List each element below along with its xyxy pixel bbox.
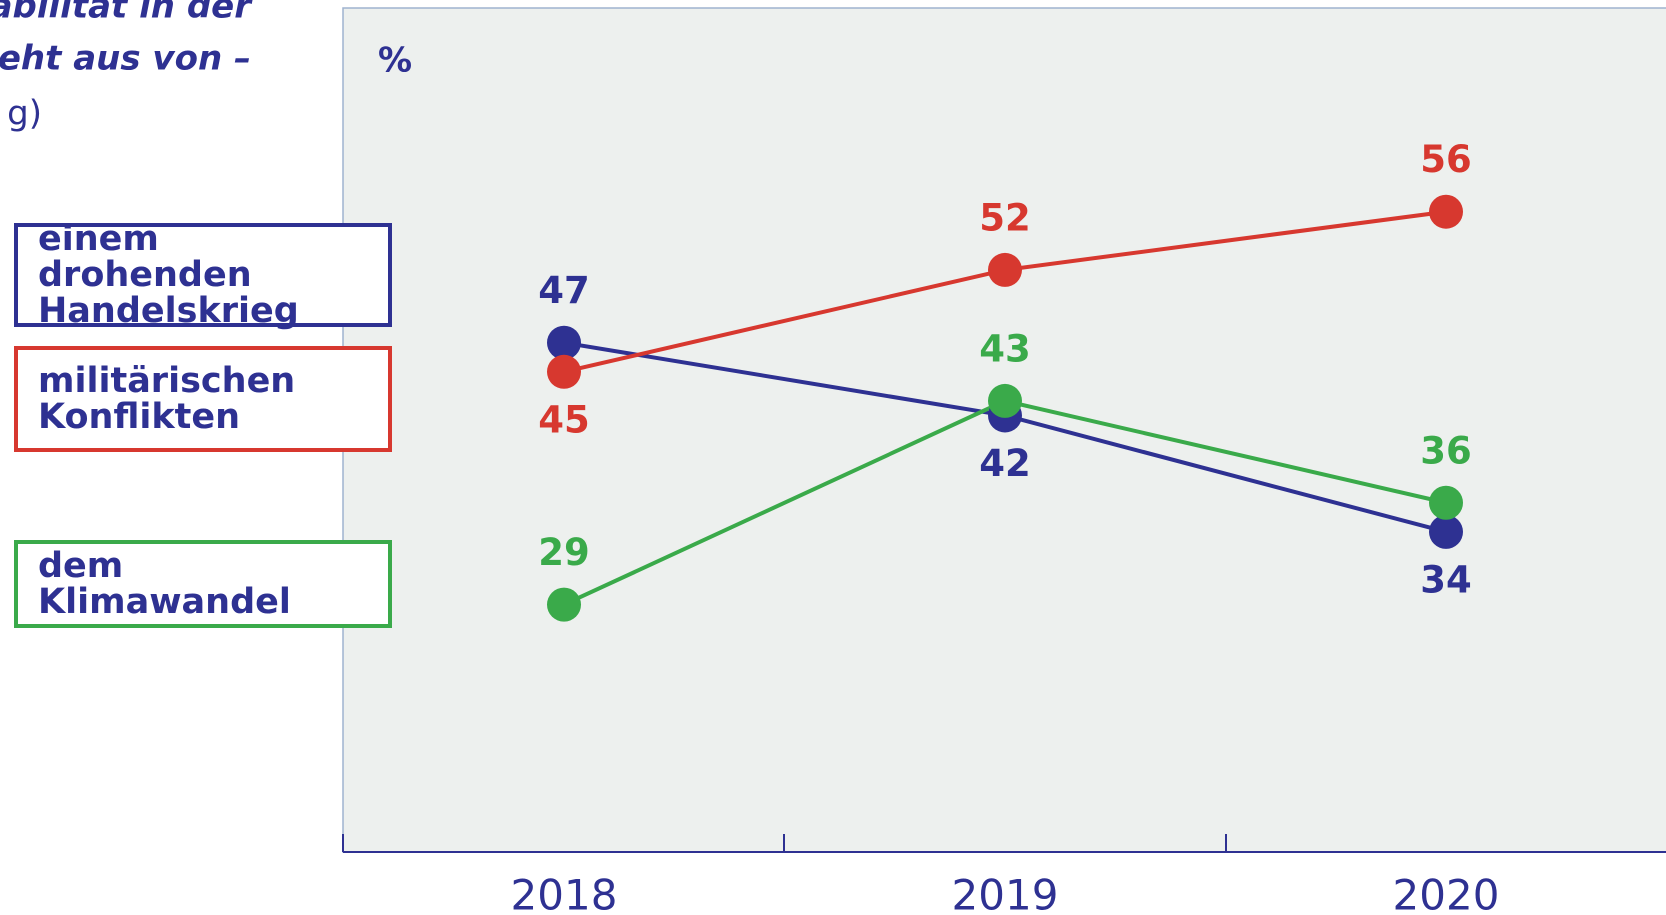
data-label: 42 xyxy=(979,442,1031,485)
data-label: 43 xyxy=(979,327,1031,370)
data-point xyxy=(547,325,581,360)
data-label: 45 xyxy=(538,398,590,441)
data-point xyxy=(988,252,1022,287)
legend-entry: dem Klimawandel xyxy=(14,540,392,628)
y-axis-label: % xyxy=(378,41,412,81)
data-point xyxy=(547,354,581,389)
data-point xyxy=(1429,514,1463,549)
data-label: 34 xyxy=(1420,558,1472,601)
title-line: g) xyxy=(7,94,42,134)
legend-entry: einem drohenden Handelskrieg xyxy=(14,221,392,329)
x-tick-label: 2020 xyxy=(1393,871,1500,915)
x-tick-label: 2019 xyxy=(952,871,1059,915)
title-line: abilität in der xyxy=(0,0,253,27)
data-point xyxy=(1429,194,1463,229)
data-point xyxy=(547,587,581,622)
data-label: 47 xyxy=(538,269,590,312)
legend-entry: militärischen Konflikten xyxy=(14,346,392,452)
data-point xyxy=(1429,485,1463,520)
data-label: 29 xyxy=(538,531,590,574)
title-line: eht aus von – xyxy=(0,39,251,79)
data-point xyxy=(988,383,1022,418)
x-tick-label: 2018 xyxy=(511,871,618,915)
data-label: 52 xyxy=(979,196,1031,239)
data-label: 56 xyxy=(1420,138,1472,181)
data-label: 36 xyxy=(1420,429,1472,472)
